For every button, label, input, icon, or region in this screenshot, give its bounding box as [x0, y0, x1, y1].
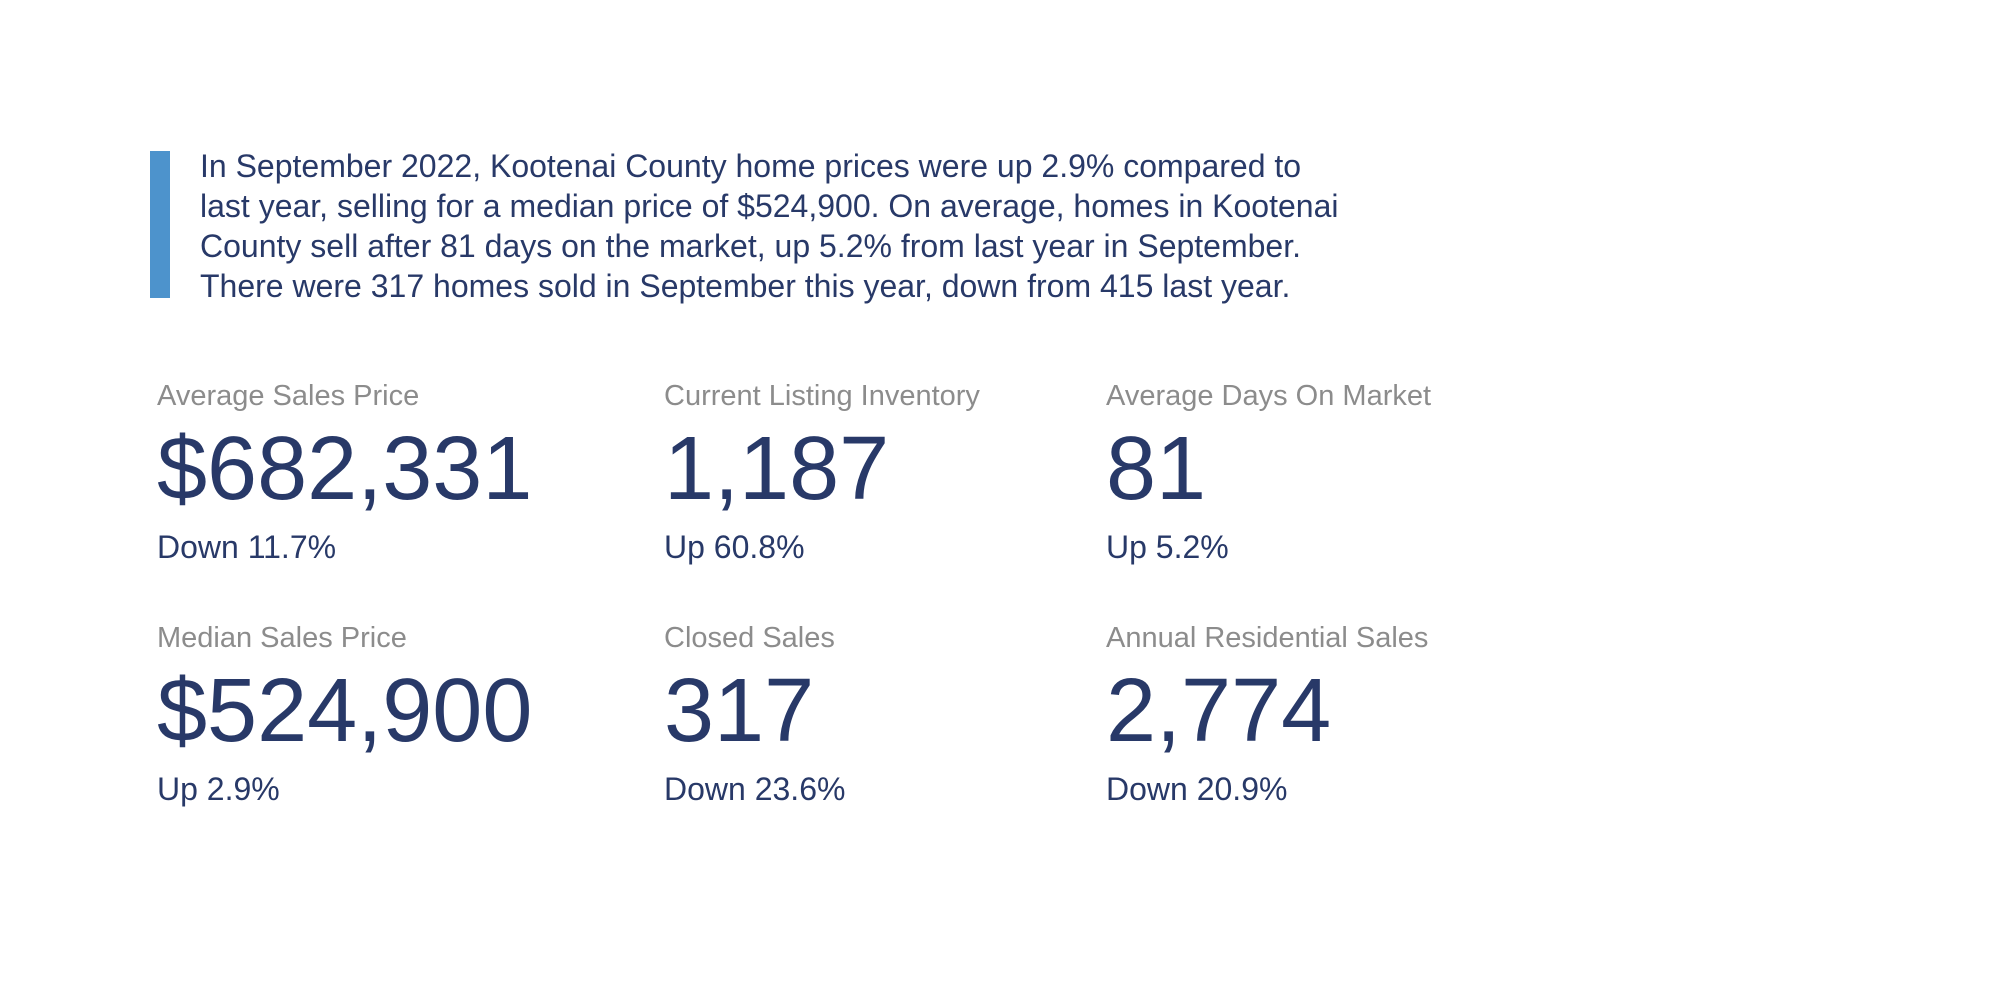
stat-value: 81 — [1106, 419, 1207, 519]
stat-change: Down 20.9% — [1106, 771, 1288, 807]
stat-value: 317 — [664, 661, 815, 761]
stat-change: Down 23.6% — [664, 771, 846, 807]
stat-card-current-listing-inventory: Current Listing Inventory 1,187 Up 60.8% — [664, 378, 1106, 620]
stat-label: Current Listing Inventory — [664, 380, 980, 412]
market-summary-quote: In September 2022, Kootenai County home … — [200, 146, 1338, 306]
stat-card-median-sales-price: Median Sales Price $524,900 Up 2.9% — [157, 620, 664, 862]
stat-change: Down 11.7% — [157, 529, 337, 565]
quote-line: last year, selling for a median price of… — [200, 188, 1339, 224]
stat-card-average-sales-price: Average Sales Price $682,331 Down 11.7% — [157, 378, 664, 620]
stat-change: Up 5.2% — [1106, 529, 1229, 565]
stat-label: Median Sales Price — [157, 622, 407, 654]
stat-change: Up 60.8% — [664, 529, 805, 565]
quote-line: In September 2022, Kootenai County home … — [200, 148, 1302, 184]
quote-accent-bar — [150, 151, 170, 298]
stat-card-average-days-on-market: Average Days On Market 81 Up 5.2% — [1106, 378, 1431, 620]
stat-value: 2,774 — [1106, 661, 1332, 761]
stat-card-closed-sales: Closed Sales 317 Down 23.6% — [664, 620, 1106, 862]
quote-line: There were 317 homes sold in September t… — [200, 268, 1291, 304]
stat-card-annual-residential-sales: Annual Residential Sales 2,774 Down 20.9… — [1106, 620, 1431, 862]
stat-change: Up 2.9% — [157, 771, 280, 807]
stat-label: Annual Residential Sales — [1106, 622, 1429, 654]
stat-value: $682,331 — [157, 419, 533, 519]
stat-label: Average Days On Market — [1106, 380, 1432, 412]
stat-value: $524,900 — [157, 661, 533, 761]
stats-grid: Average Sales Price $682,331 Down 11.7% … — [157, 378, 1431, 862]
stat-value: 1,187 — [664, 419, 890, 519]
stat-label: Closed Sales — [664, 622, 835, 654]
stat-label: Average Sales Price — [157, 380, 420, 412]
quote-line: County sell after 81 days on the market,… — [200, 228, 1301, 264]
